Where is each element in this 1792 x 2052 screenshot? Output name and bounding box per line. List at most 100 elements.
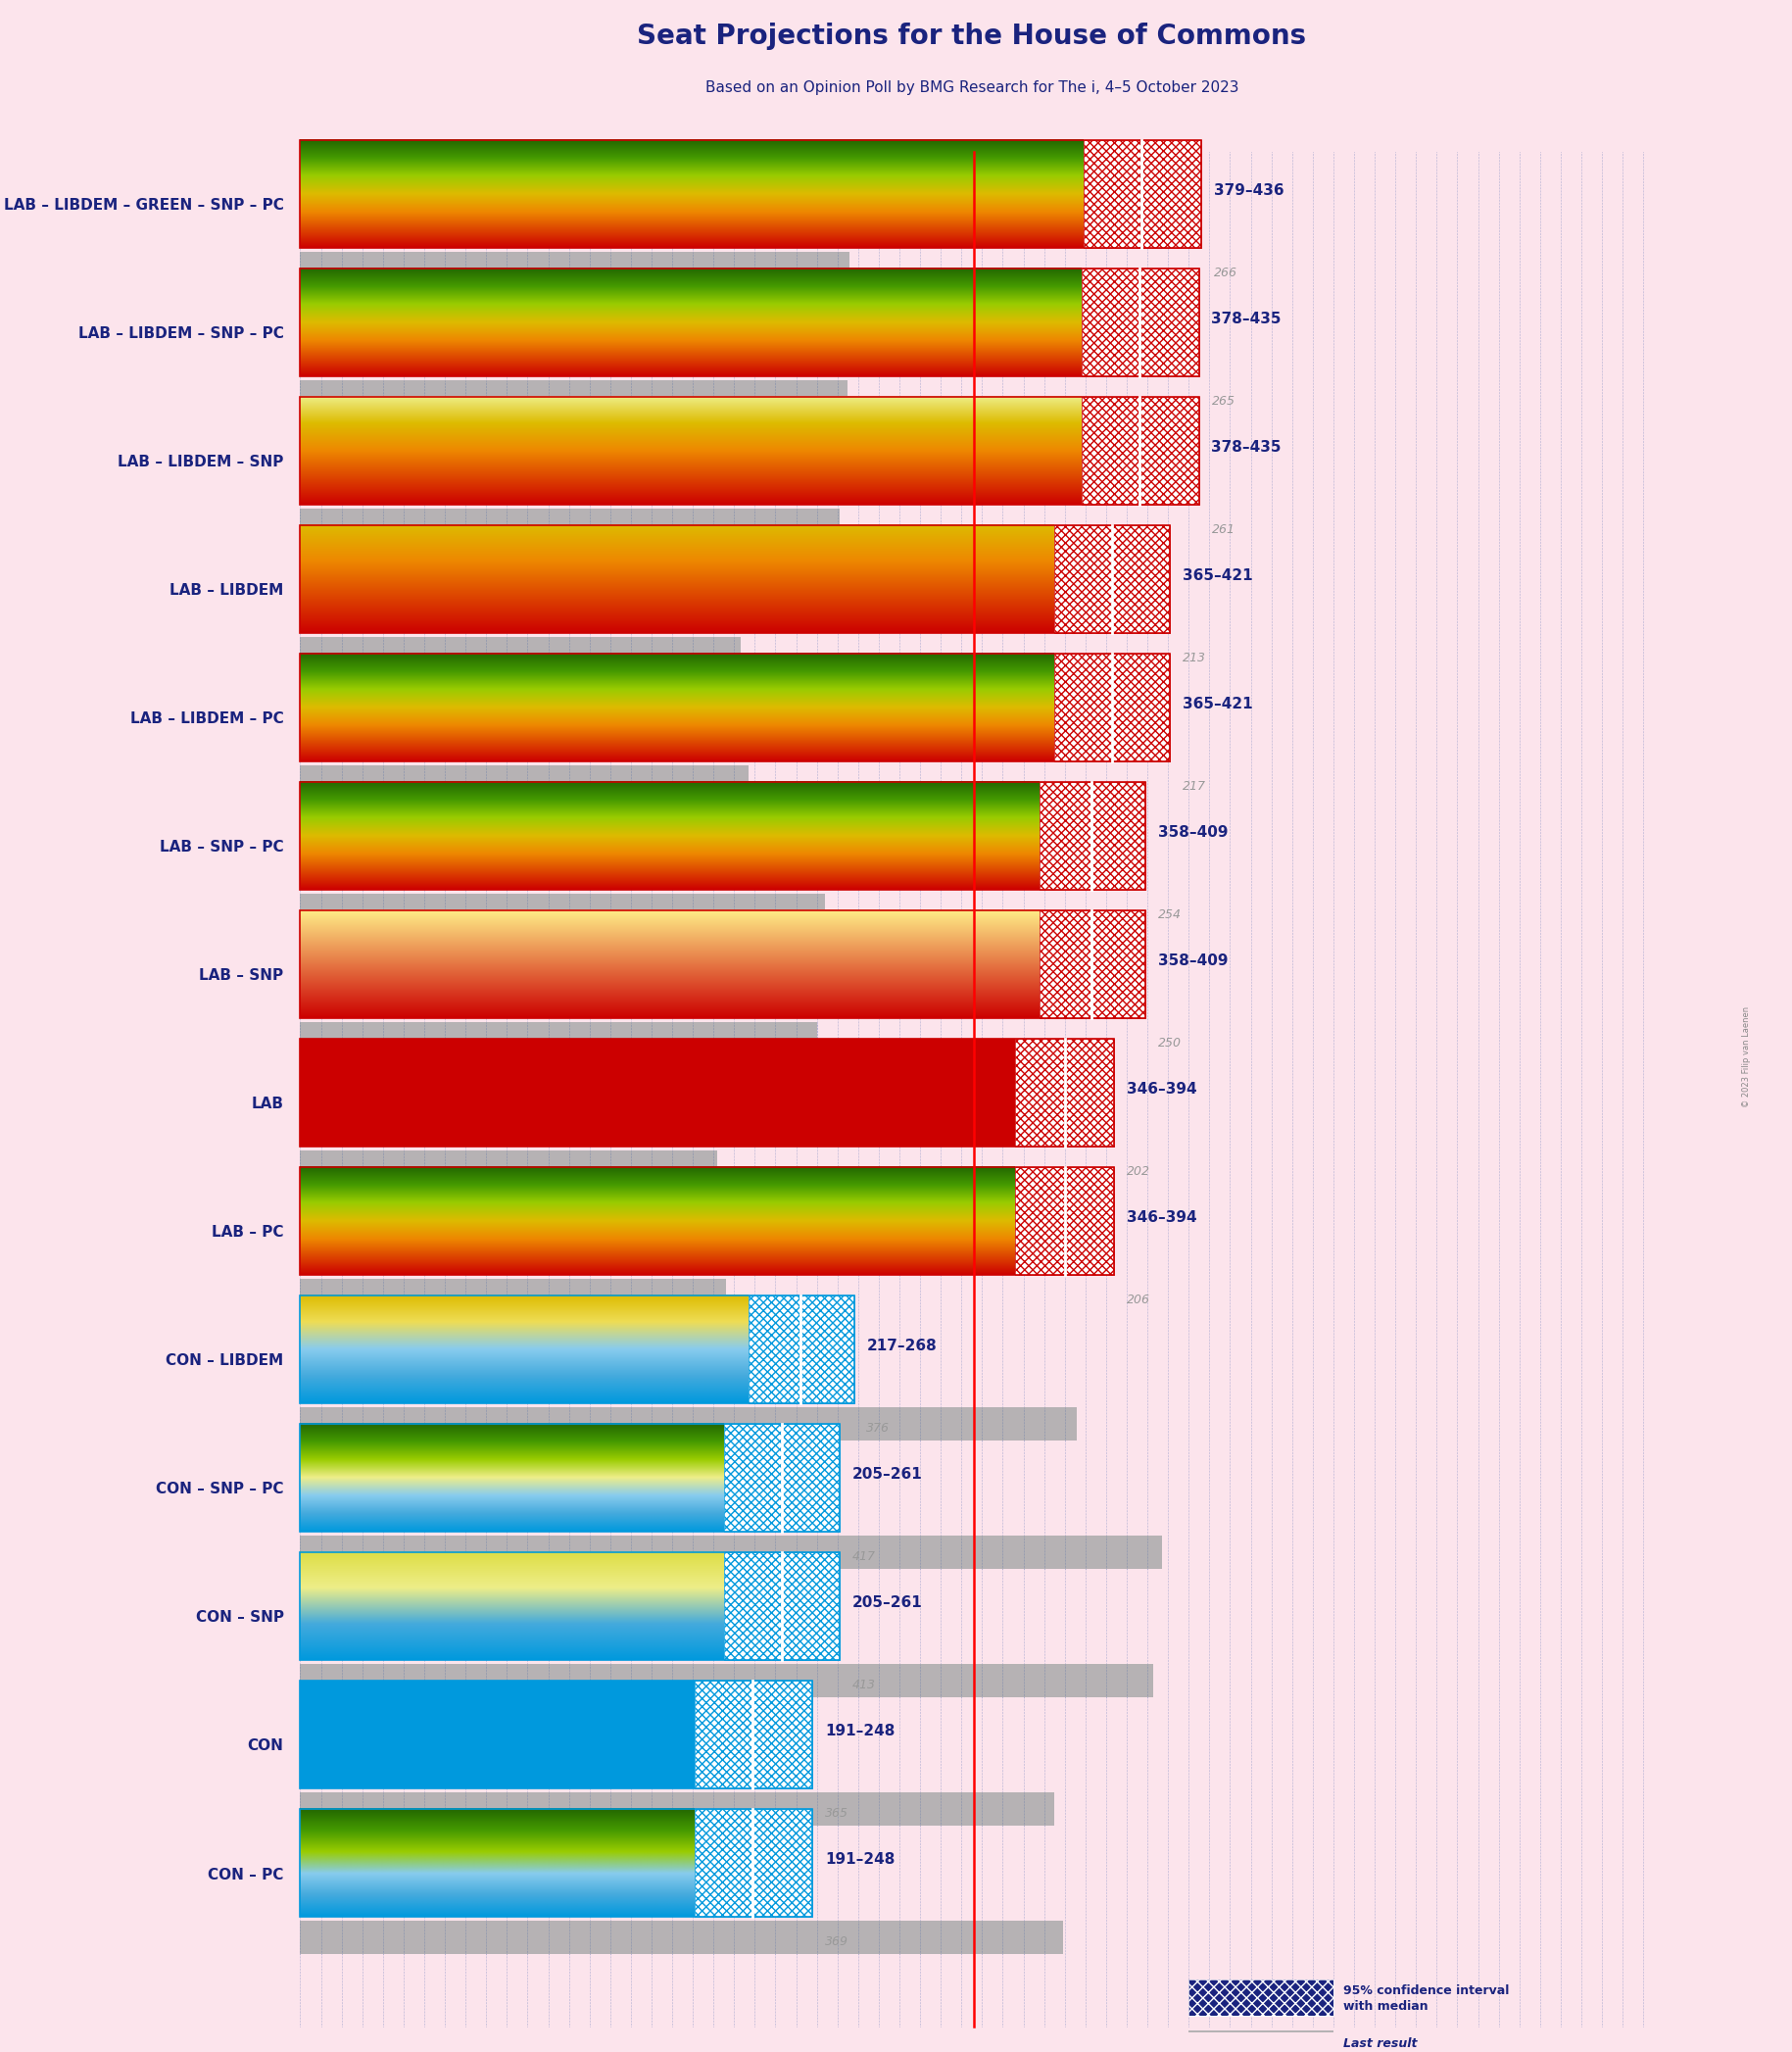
Text: 379–436: 379–436 xyxy=(1213,183,1283,197)
Bar xyxy=(301,269,1199,376)
Text: 206: 206 xyxy=(1127,1295,1150,1307)
Bar xyxy=(301,1664,1154,1697)
Bar xyxy=(301,782,1145,891)
Bar xyxy=(301,140,1201,248)
Text: Last result: Last result xyxy=(1344,2038,1417,2050)
Text: 376: 376 xyxy=(866,1422,891,1434)
Text: 413: 413 xyxy=(851,1679,876,1691)
Bar xyxy=(1039,782,1145,891)
Bar xyxy=(301,1553,839,1660)
Bar xyxy=(301,1535,1161,1570)
Text: 346–394: 346–394 xyxy=(1127,1081,1197,1096)
Text: CON – SNP – PC: CON – SNP – PC xyxy=(156,1482,283,1496)
Text: 213: 213 xyxy=(1183,653,1206,665)
Bar xyxy=(1014,1168,1115,1274)
Text: 365–421: 365–421 xyxy=(1183,696,1253,712)
Bar xyxy=(1188,2029,1333,2052)
Text: LAB – LIBDEM – SNP: LAB – LIBDEM – SNP xyxy=(118,456,283,470)
Text: © 2023 Filip van Laenen: © 2023 Filip van Laenen xyxy=(1742,1005,1751,1108)
Bar xyxy=(301,1278,726,1313)
Bar xyxy=(301,1022,817,1055)
Text: CON – PC: CON – PC xyxy=(208,1867,283,1882)
Text: 365–421: 365–421 xyxy=(1183,568,1253,583)
Bar xyxy=(695,1810,812,1917)
Bar xyxy=(1081,269,1199,376)
Bar xyxy=(1039,782,1145,891)
Bar xyxy=(301,911,1145,1018)
Bar xyxy=(1054,655,1170,761)
Text: 205–261: 205–261 xyxy=(851,1594,923,1611)
Text: LAB: LAB xyxy=(251,1098,283,1112)
Text: 266: 266 xyxy=(1213,267,1236,279)
Text: 95% confidence interval: 95% confidence interval xyxy=(1344,1984,1509,1997)
Bar xyxy=(1188,1980,1333,2015)
Text: LAB – SNP: LAB – SNP xyxy=(199,969,283,983)
Bar xyxy=(301,655,1170,761)
Text: LAB – PC: LAB – PC xyxy=(211,1225,283,1239)
Bar xyxy=(301,1424,839,1533)
Text: 191–248: 191–248 xyxy=(824,1851,894,1867)
Bar xyxy=(1084,140,1201,248)
Bar xyxy=(1014,1038,1115,1147)
Text: 358–409: 358–409 xyxy=(1158,825,1228,839)
Bar xyxy=(1084,140,1201,248)
Text: LAB – LIBDEM – PC: LAB – LIBDEM – PC xyxy=(131,712,283,726)
Bar xyxy=(695,1681,812,1789)
Text: 191–248: 191–248 xyxy=(824,1724,894,1738)
Bar xyxy=(301,1295,855,1404)
Bar xyxy=(301,765,749,798)
Bar xyxy=(301,1793,1054,1826)
Text: 265: 265 xyxy=(1211,396,1235,408)
Text: 365: 365 xyxy=(824,1808,849,1820)
Text: CON: CON xyxy=(247,1738,283,1754)
Bar xyxy=(1014,1168,1115,1274)
Bar xyxy=(1188,1980,1333,2015)
Text: 202: 202 xyxy=(1127,1166,1150,1178)
Text: with median: with median xyxy=(1344,2001,1428,2013)
Bar xyxy=(301,1168,1115,1274)
Bar xyxy=(301,895,824,928)
Bar xyxy=(1054,525,1170,634)
Bar xyxy=(1081,269,1199,376)
Text: 261: 261 xyxy=(1211,523,1235,536)
Bar xyxy=(301,1038,1115,1147)
Bar xyxy=(749,1295,855,1404)
Bar xyxy=(1039,911,1145,1018)
Bar xyxy=(1081,396,1199,505)
Bar xyxy=(301,1810,812,1917)
Bar xyxy=(301,1681,695,1789)
Bar xyxy=(724,1553,839,1660)
Bar xyxy=(301,509,839,542)
Text: LAB – LIBDEM – GREEN – SNP – PC: LAB – LIBDEM – GREEN – SNP – PC xyxy=(4,199,283,213)
Text: 250: 250 xyxy=(1158,1036,1181,1051)
Bar xyxy=(724,1553,839,1660)
Text: 378–435: 378–435 xyxy=(1211,312,1281,326)
Text: Based on an Opinion Poll by BMG Research for The i, 4–5 October 2023: Based on an Opinion Poll by BMG Research… xyxy=(704,80,1238,94)
Text: CON – SNP: CON – SNP xyxy=(195,1611,283,1625)
Text: 217: 217 xyxy=(1183,780,1206,792)
Text: LAB – LIBDEM – SNP – PC: LAB – LIBDEM – SNP – PC xyxy=(79,326,283,341)
Bar xyxy=(301,1038,1014,1147)
Bar xyxy=(301,1151,717,1184)
Bar xyxy=(301,380,848,415)
Text: 254: 254 xyxy=(1158,909,1181,921)
Bar xyxy=(749,1295,855,1404)
Text: Seat Projections for the House of Commons: Seat Projections for the House of Common… xyxy=(638,23,1306,49)
Bar xyxy=(724,1424,839,1533)
Bar xyxy=(1081,396,1199,505)
Text: 378–435: 378–435 xyxy=(1211,439,1281,453)
Text: LAB – LIBDEM: LAB – LIBDEM xyxy=(170,583,283,597)
Bar xyxy=(301,636,740,671)
Bar xyxy=(301,525,1170,634)
Bar xyxy=(1014,1038,1115,1147)
Text: 369: 369 xyxy=(824,1935,849,1949)
Text: LAB – SNP – PC: LAB – SNP – PC xyxy=(159,839,283,856)
Bar xyxy=(301,252,849,285)
Bar xyxy=(1054,655,1170,761)
Text: CON – LIBDEM: CON – LIBDEM xyxy=(167,1354,283,1369)
Text: 205–261: 205–261 xyxy=(851,1467,923,1482)
Text: 358–409: 358–409 xyxy=(1158,954,1228,969)
Bar xyxy=(724,1424,839,1533)
Bar xyxy=(1054,525,1170,634)
Bar xyxy=(301,1921,1063,1954)
